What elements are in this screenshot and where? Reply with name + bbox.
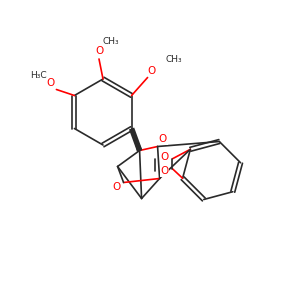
Text: O: O bbox=[158, 134, 167, 145]
Text: O: O bbox=[160, 166, 169, 176]
Text: O: O bbox=[46, 79, 55, 88]
Text: O: O bbox=[112, 182, 121, 191]
Text: CH₃: CH₃ bbox=[103, 37, 119, 46]
Text: O: O bbox=[160, 152, 169, 162]
Text: H₃C: H₃C bbox=[30, 71, 47, 80]
Polygon shape bbox=[132, 128, 142, 151]
Text: O: O bbox=[96, 46, 104, 56]
Text: O: O bbox=[148, 65, 156, 76]
Text: CH₃: CH₃ bbox=[166, 55, 182, 64]
